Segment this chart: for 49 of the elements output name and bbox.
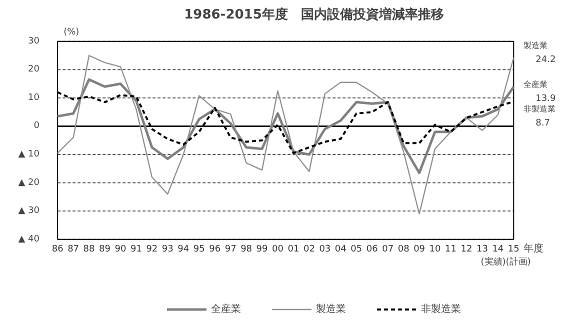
y-tick-label: 0	[34, 121, 40, 132]
y-tick-label: ▲ 40	[18, 234, 40, 244]
annotation: 全産業 13.9	[524, 80, 556, 104]
y-tick-label: 10	[28, 92, 40, 103]
x-tick-label: 94	[178, 244, 190, 254]
x-tick-label: 02	[303, 244, 315, 254]
legend-label: 非製造業	[421, 302, 461, 316]
x-tick-label: 03	[319, 244, 331, 254]
x-tick-label: 07	[382, 244, 394, 254]
x-tick-label: 98	[240, 244, 252, 254]
y-tick-label: 20	[28, 64, 40, 75]
x-tick-label: 87	[68, 244, 80, 254]
line-series	[56, 54, 514, 214]
x-tick-label: 00	[272, 244, 284, 254]
x-tick-label: 10	[429, 244, 442, 254]
chart-title: 1986-2015年度 国内設備投資増減率推移	[184, 6, 444, 22]
x-tick-label: 11	[445, 244, 456, 254]
x-tick-label: 05	[350, 244, 362, 254]
x-tick-label: 88	[83, 244, 96, 254]
text: (実績)(計画)	[480, 256, 531, 268]
x-tick-label: 97	[224, 244, 236, 254]
x-tick-label: 86	[52, 244, 64, 254]
y-axis-title: (%)	[64, 27, 80, 38]
x-tick-label: 93	[162, 244, 174, 254]
x-tick-label: 95	[193, 244, 205, 254]
y-tick-label: ▲ 20	[18, 178, 40, 188]
x-tick-label: 06	[366, 244, 378, 254]
x-tick-label: 04	[334, 244, 347, 254]
y-tick-label: ▲ 10	[18, 149, 40, 160]
x-tick-label: 14	[492, 244, 504, 254]
x-tick-label: 99	[256, 244, 268, 254]
x-tick-label: 92	[146, 244, 158, 254]
x-tick-label: 13	[476, 244, 488, 254]
x-tick-label: 01	[288, 244, 300, 254]
y-tick-label: 30	[28, 36, 40, 46]
legend-label: 全産業	[211, 302, 241, 316]
y-tick-label: ▲ 30	[18, 206, 40, 216]
x-tick-label: 09	[414, 244, 426, 254]
annotation: 非製造業 8.7	[524, 104, 556, 129]
legend-label: 製造業	[316, 302, 346, 316]
x-axis-title: 年度	[524, 242, 544, 254]
x-tick-label: 12	[460, 244, 472, 254]
x-tick-label: 90	[114, 244, 126, 254]
x-tick-label: 89	[99, 244, 111, 254]
x-tick-label: 91	[130, 244, 142, 254]
annotation: 製造業 24.2	[524, 40, 556, 65]
x-tick-label: 96	[209, 244, 221, 254]
x-tick-label: 15	[508, 244, 520, 254]
x-tick-label: 08	[398, 244, 410, 254]
